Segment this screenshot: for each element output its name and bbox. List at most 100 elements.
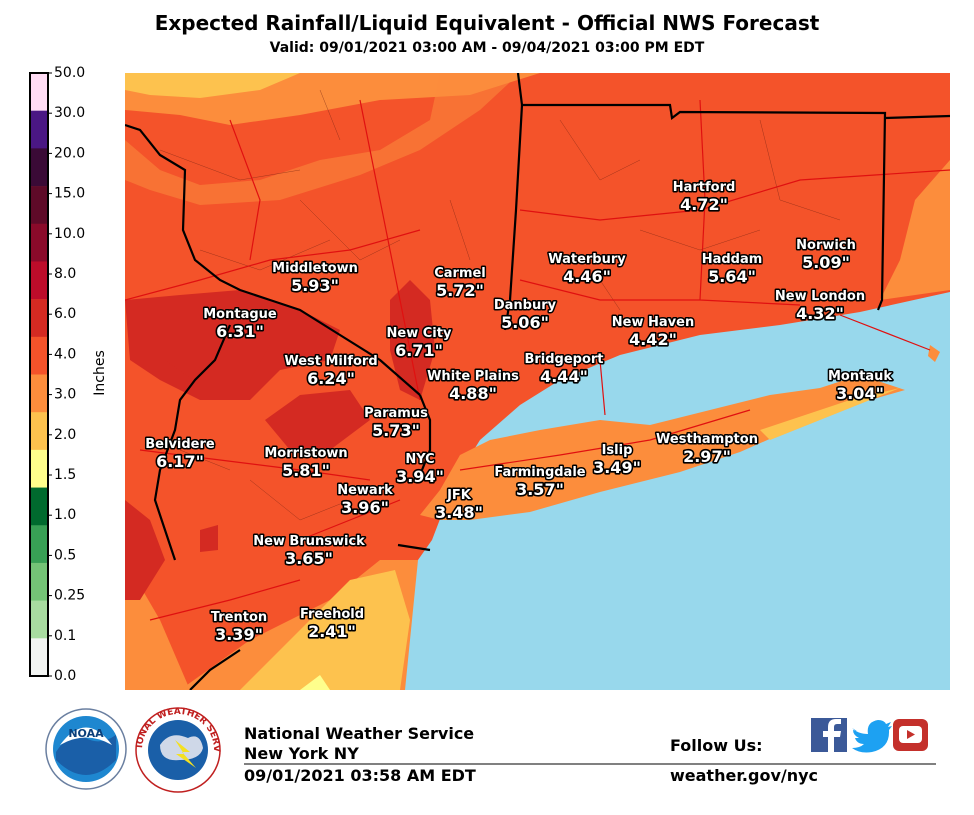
city-amount: 4.44"	[540, 367, 588, 386]
legend-swatch	[30, 261, 48, 300]
legend-label: 0.5	[54, 547, 76, 563]
city-name: New Brunswick	[253, 534, 365, 549]
timestamp: 09/01/2021 03:58 AM EDT	[244, 766, 476, 785]
office: New York NY	[244, 744, 359, 763]
city-amount: 5.06"	[501, 313, 549, 332]
website: weather.gov/nyc	[670, 766, 818, 785]
city-name: Westhampton	[656, 432, 758, 447]
legend-label: 15.0	[54, 186, 85, 202]
city-amount: 2.97"	[683, 447, 731, 466]
city-name: New London	[775, 289, 865, 304]
city-amount: 3.96"	[341, 498, 389, 517]
city-amount: 5.09"	[802, 253, 850, 272]
title: Expected Rainfall/Liquid Equivalent - Of…	[155, 11, 820, 35]
city-amount: 2.41"	[308, 622, 356, 641]
subtitle: Valid: 09/01/2021 03:00 AM - 09/04/2021 …	[270, 40, 705, 56]
legend-swatch	[30, 73, 48, 111]
legend-axis-label: Inches	[92, 350, 108, 395]
city-amount: 4.42"	[629, 330, 677, 349]
city-name: Newark	[337, 483, 393, 498]
legend-label: 10.0	[54, 226, 85, 242]
legend-label: 0.1	[54, 628, 76, 644]
city-name: Carmel	[434, 266, 486, 281]
city-amount: 5.72"	[436, 281, 484, 300]
legend-label: 1.5	[54, 467, 76, 483]
legend: 50.0 30.0 20.0 15.0 10.0 8.0 6.0 4.0 3.0 2.0 1.5 1.…	[29, 65, 85, 684]
legend-label: 3.0	[54, 387, 76, 403]
legend-swatch	[30, 299, 48, 338]
legend-swatch	[30, 336, 48, 375]
city-name: Haddam	[702, 252, 763, 267]
legend-swatch	[30, 110, 48, 149]
legend-swatch	[30, 638, 48, 677]
city-name: JFK	[446, 488, 472, 503]
city-name: Paramus	[364, 406, 428, 421]
city-amount: 5.64"	[708, 267, 756, 286]
city-amount: 3.65"	[285, 549, 333, 568]
city-name: New City	[387, 326, 452, 341]
noaa-logo: NOAA	[45, 708, 127, 790]
city-amount: 6.17"	[156, 452, 204, 471]
city-amount: 4.32"	[796, 304, 844, 323]
follow-us: Follow Us:	[670, 736, 763, 755]
city-name: Belvidere	[145, 437, 215, 452]
city-name: Morristown	[264, 446, 347, 461]
legend-swatch	[30, 374, 48, 413]
city-amount: 4.46"	[563, 267, 611, 286]
city-name: Bridgeport	[524, 352, 603, 367]
facebook-icon[interactable]	[811, 718, 847, 752]
city-name: Middletown	[272, 261, 358, 276]
legend-label: 0.25	[54, 588, 85, 604]
city-amount: 5.93"	[291, 276, 339, 295]
legend-swatch	[30, 525, 48, 564]
city-amount: 6.24"	[307, 369, 355, 388]
city-amount: 4.72"	[680, 195, 728, 214]
legend-swatch	[30, 186, 48, 225]
city-name: Montauk	[828, 369, 892, 384]
youtube-icon[interactable]	[893, 719, 928, 751]
legend-frame	[29, 72, 49, 677]
city-amount: 5.73"	[372, 421, 420, 440]
city-name: NYC	[405, 452, 434, 467]
city-amount: 5.81"	[282, 461, 330, 480]
city-amount: 4.88"	[449, 384, 497, 403]
legend-swatch	[30, 148, 48, 187]
city-amount: 6.71"	[395, 341, 443, 360]
legend-label: 20.0	[54, 145, 85, 161]
twitter-icon[interactable]	[852, 720, 892, 753]
legend-label: 1.0	[54, 507, 76, 523]
city-name: Trenton	[211, 610, 267, 625]
legend-label: 50.0	[54, 65, 85, 81]
city-amount: 3.48"	[435, 503, 483, 522]
city-name: Hartford	[673, 180, 736, 195]
legend-label: 4.0	[54, 346, 76, 362]
legend-swatch	[30, 449, 48, 488]
city-name: Waterbury	[548, 252, 626, 267]
legend-swatch	[30, 562, 48, 601]
city-amount: 3.57"	[516, 480, 564, 499]
city-name: Farmingdale	[494, 465, 585, 480]
city-name: Freehold	[300, 607, 364, 622]
city-amount: 6.31"	[216, 322, 264, 341]
legend-label: 2.0	[54, 427, 76, 443]
map	[125, 73, 950, 690]
legend-label: 6.0	[54, 306, 76, 322]
city-name: Montague	[203, 307, 277, 322]
legend-swatch	[30, 223, 48, 262]
city-name: Danbury	[494, 298, 557, 313]
city-name: Norwich	[796, 238, 856, 253]
city-amount: 3.49"	[593, 458, 641, 477]
legend-swatch	[30, 600, 48, 639]
city-name: West Milford	[284, 354, 377, 369]
noaa-text: NOAA	[68, 727, 104, 740]
legend-label: 30.0	[54, 105, 85, 121]
city-amount: 3.39"	[215, 625, 263, 644]
legend-label: 8.0	[54, 266, 76, 282]
legend-swatch	[30, 412, 48, 451]
city-name: New Haven	[612, 315, 694, 330]
legend-swatch	[30, 487, 48, 526]
legend-label: 0.0	[54, 668, 76, 684]
agency: National Weather Service	[244, 724, 474, 743]
